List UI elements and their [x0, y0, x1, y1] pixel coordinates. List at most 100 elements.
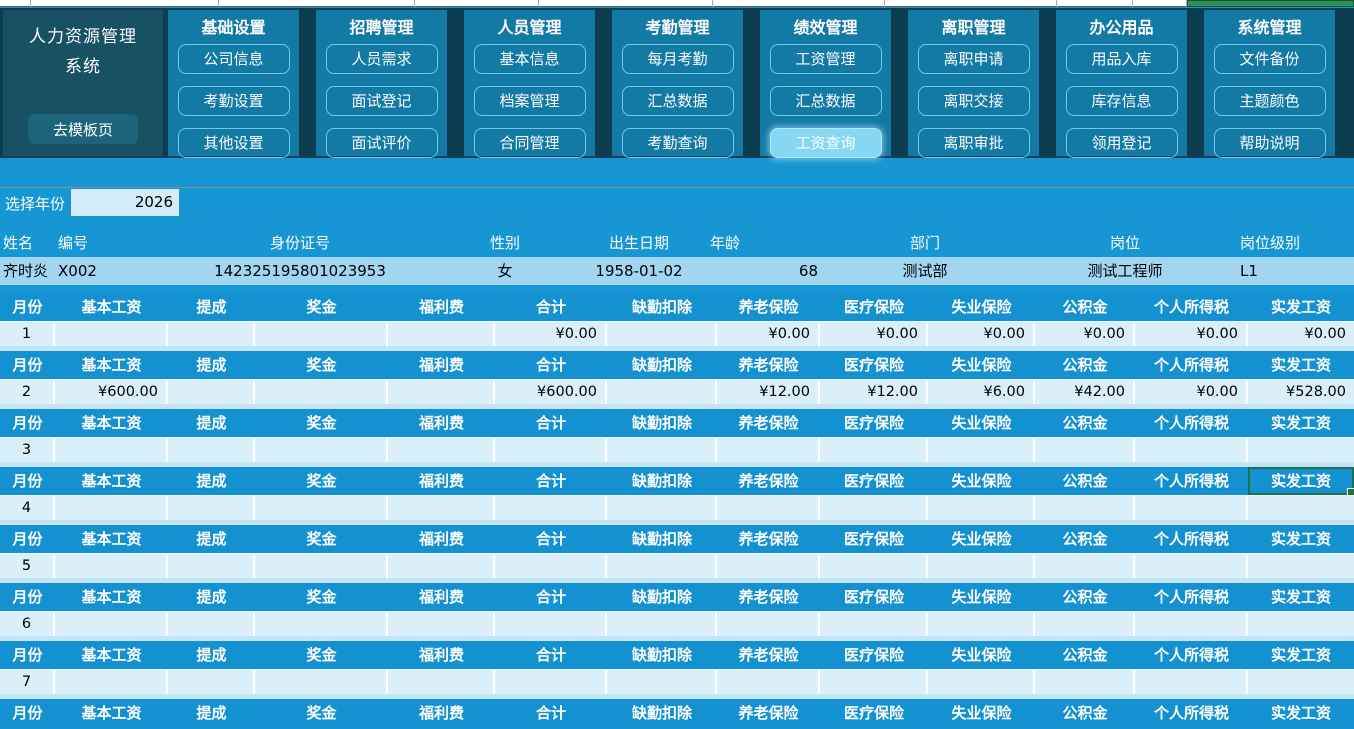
employee-header-cell[interactable]: 姓名 [3, 234, 34, 252]
go-template-button[interactable]: 去模板页 [28, 114, 138, 144]
nav-button[interactable]: 帮助说明 [1213, 128, 1326, 158]
salary-header-cell[interactable]: 失业保险 [951, 530, 1012, 548]
month-cell[interactable]: 5 [0, 554, 55, 578]
salary-header-cell[interactable]: 实发工资 [1270, 704, 1331, 722]
salary-header-cell[interactable]: 医疗保险 [843, 298, 904, 316]
salary-header-cell[interactable]: 奖金 [306, 530, 337, 548]
salary-value-cell[interactable] [607, 496, 717, 520]
nav-button[interactable]: 汇总数据 [621, 86, 734, 116]
salary-header-cell[interactable]: 基本工资 [81, 704, 142, 722]
salary-value-cell[interactable] [388, 670, 495, 694]
employee-value-cell[interactable]: X002 [58, 262, 97, 280]
salary-value-cell[interactable] [928, 496, 1035, 520]
salary-value-cell[interactable] [255, 612, 388, 636]
salary-value-cell[interactable] [495, 670, 607, 694]
salary-header-cell[interactable]: 基本工资 [81, 356, 142, 374]
salary-header-cell[interactable]: 实发工资 [1270, 646, 1331, 664]
salary-value-cell[interactable]: ¥0.00 [495, 322, 607, 346]
salary-header-cell[interactable]: 基本工资 [81, 472, 142, 490]
month-cell[interactable]: 2 [0, 380, 55, 404]
salary-header-cell[interactable]: 失业保险 [951, 472, 1012, 490]
salary-header-cell[interactable]: 月份 [12, 356, 43, 374]
salary-value-cell[interactable] [928, 670, 1035, 694]
salary-header-cell[interactable]: 医疗保险 [843, 588, 904, 606]
nav-button[interactable]: 面试评价 [325, 128, 438, 158]
salary-header-cell[interactable]: 实发工资 [1270, 356, 1331, 374]
salary-value-cell[interactable] [1135, 612, 1248, 636]
salary-header-cell[interactable]: 个人所得税 [1153, 704, 1229, 722]
nav-button[interactable]: 离职申请 [917, 44, 1030, 74]
salary-header-cell[interactable]: 提成 [196, 414, 227, 432]
salary-value-cell[interactable] [495, 438, 607, 462]
salary-value-cell[interactable] [717, 438, 820, 462]
nav-button[interactable]: 库存信息 [1065, 86, 1178, 116]
salary-value-cell[interactable] [388, 438, 495, 462]
salary-header-cell[interactable]: 缺勤扣除 [631, 356, 692, 374]
nav-button[interactable]: 文件备份 [1213, 44, 1326, 74]
salary-value-cell[interactable] [55, 554, 168, 578]
salary-header-cell[interactable]: 实发工资 [1270, 530, 1331, 548]
salary-header-cell[interactable]: 养老保险 [738, 530, 799, 548]
salary-header-cell[interactable]: 养老保险 [738, 704, 799, 722]
month-cell[interactable]: 3 [0, 438, 55, 462]
salary-header-cell[interactable]: 福利费 [418, 530, 464, 548]
salary-value-cell[interactable] [1248, 554, 1354, 578]
salary-value-cell[interactable] [255, 438, 388, 462]
salary-value-cell[interactable]: ¥0.00 [1135, 322, 1248, 346]
salary-header-cell[interactable]: 月份 [12, 414, 43, 432]
salary-value-cell[interactable] [1035, 670, 1135, 694]
nav-button[interactable]: 公司信息 [177, 44, 290, 74]
salary-header-cell[interactable]: 个人所得税 [1153, 414, 1229, 432]
month-cell[interactable]: 1 [0, 322, 55, 346]
salary-header-cell[interactable]: 医疗保险 [843, 414, 904, 432]
employee-header-cell[interactable]: 身份证号 [269, 234, 330, 252]
salary-value-cell[interactable] [820, 438, 928, 462]
employee-header-cell[interactable]: 部门 [909, 234, 940, 252]
salary-value-cell[interactable] [388, 496, 495, 520]
salary-header-cell[interactable]: 基本工资 [81, 298, 142, 316]
salary-header-cell[interactable]: 医疗保险 [843, 472, 904, 490]
salary-header-cell[interactable]: 养老保险 [738, 356, 799, 374]
salary-value-cell[interactable]: ¥0.00 [1035, 322, 1135, 346]
salary-value-cell[interactable]: ¥0.00 [820, 322, 928, 346]
salary-header-cell[interactable]: 月份 [12, 530, 43, 548]
salary-value-cell[interactable] [168, 380, 255, 404]
salary-value-cell[interactable] [928, 438, 1035, 462]
salary-value-cell[interactable] [1248, 670, 1354, 694]
salary-header-cell[interactable]: 合计 [535, 298, 566, 316]
salary-value-cell[interactable]: ¥528.00 [1286, 384, 1346, 400]
salary-value-cell[interactable] [255, 554, 388, 578]
nav-button[interactable]: 人员需求 [325, 44, 438, 74]
employee-value-cell[interactable]: 68 [798, 262, 818, 280]
nav-button[interactable]: 领用登记 [1065, 128, 1178, 158]
salary-header-cell[interactable]: 公积金 [1062, 414, 1108, 432]
salary-value-cell[interactable] [717, 496, 820, 520]
employee-header-cell[interactable]: 岗位级别 [1240, 234, 1301, 252]
salary-value-cell[interactable] [820, 554, 928, 578]
nav-button[interactable]: 考勤设置 [177, 86, 290, 116]
salary-value-cell[interactable] [1035, 496, 1135, 520]
salary-header-cell[interactable]: 提成 [196, 298, 227, 316]
nav-button[interactable]: 用品入库 [1065, 44, 1178, 74]
salary-value-cell[interactable] [607, 670, 717, 694]
salary-value-cell[interactable] [388, 322, 495, 346]
employee-header-cell[interactable]: 性别 [489, 234, 520, 252]
salary-header-cell[interactable]: 福利费 [418, 414, 464, 432]
salary-value-cell[interactable]: ¥0.00 [1304, 326, 1346, 342]
salary-value-cell[interactable] [1035, 554, 1135, 578]
salary-header-cell[interactable]: 提成 [196, 646, 227, 664]
nav-button[interactable]: 主题颜色 [1213, 86, 1326, 116]
salary-value-cell[interactable] [168, 438, 255, 462]
nav-button[interactable]: 离职交接 [917, 86, 1030, 116]
salary-header-cell[interactable]: 合计 [535, 704, 566, 722]
nav-button[interactable]: 合同管理 [473, 128, 586, 158]
salary-header-cell[interactable]: 医疗保险 [843, 704, 904, 722]
salary-value-cell[interactable]: ¥12.00 [717, 380, 820, 404]
salary-header-cell[interactable]: 公积金 [1062, 298, 1108, 316]
salary-value-cell[interactable] [607, 380, 717, 404]
salary-value-cell[interactable] [388, 554, 495, 578]
salary-header-cell[interactable]: 公积金 [1062, 356, 1108, 374]
salary-value-cell[interactable] [255, 670, 388, 694]
salary-header-cell[interactable]: 合计 [535, 588, 566, 606]
salary-header-cell[interactable]: 提成 [196, 588, 227, 606]
